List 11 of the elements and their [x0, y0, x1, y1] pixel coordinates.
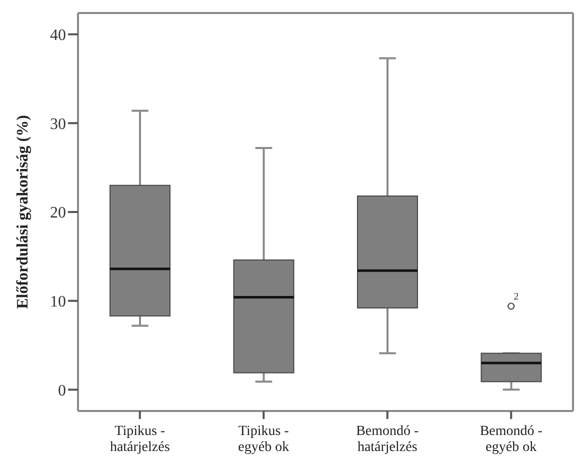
- y-tick-label: 10: [50, 294, 66, 311]
- annotation: 2: [514, 292, 519, 303]
- y-axis-title: Előfordulási gyakoriság (%): [14, 115, 32, 309]
- y-tick-label: 30: [50, 116, 66, 133]
- x-tick-label: Bemondó - egyéb ok: [480, 424, 543, 455]
- x-tick-label: Bemondó - határjelzés: [356, 424, 420, 455]
- x-tick-label: Tipikus - határjelzés: [110, 424, 170, 455]
- y-tick-label: 20: [50, 204, 66, 222]
- y-tick-label: 0: [58, 382, 66, 400]
- x-tick-label: Tipikus - egyéb ok: [238, 424, 290, 455]
- y-tick-label: 40: [50, 27, 66, 44]
